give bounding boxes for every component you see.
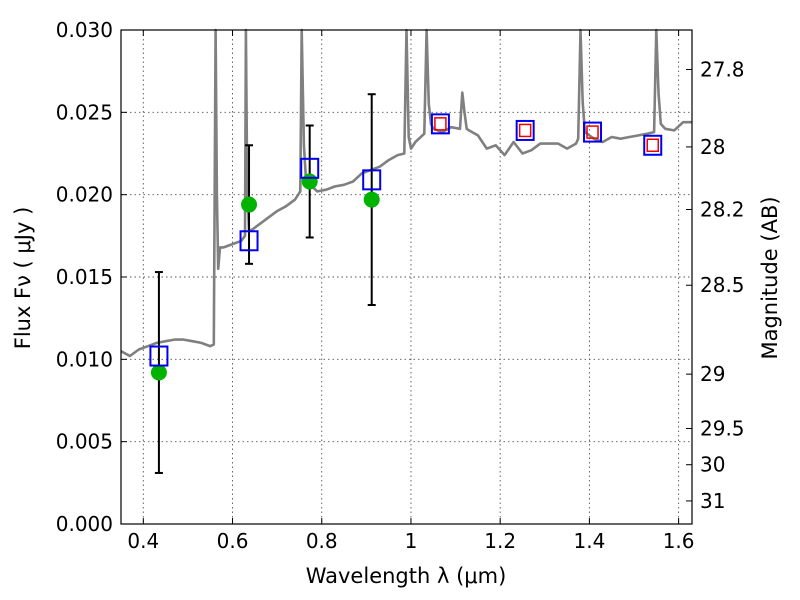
model-box (430, 113, 450, 135)
y-tick-label: 0.010 (56, 347, 113, 371)
photometry-point (301, 173, 318, 190)
x-tick-label: 1.2 (484, 529, 516, 553)
model-box (362, 169, 382, 191)
y-tick-label: 0.030 (56, 18, 113, 42)
model-box (515, 119, 535, 141)
x-tick-label: 0.6 (217, 529, 249, 553)
x-tick-label: 1.4 (573, 529, 605, 553)
x-axis-title: Wavelength λ (μm) (306, 564, 507, 588)
y-tick-label: 0.020 (56, 183, 113, 207)
model-box-inner (646, 138, 659, 153)
y-axis-title: Flux Fν ( μJy ) (11, 207, 35, 350)
grid (121, 29, 692, 525)
model-box (583, 121, 603, 143)
sed-line (120, 28, 692, 358)
photometry-point (363, 191, 380, 208)
y-tick-label: 0.025 (56, 100, 113, 124)
y2-tick-label: 30 (700, 453, 725, 477)
model-box-inner (586, 125, 599, 139)
y2-tick-label: 28.5 (700, 273, 745, 297)
y2-axis-title: Magnitude (AB) (758, 196, 782, 359)
model-box-inner (518, 123, 532, 138)
y-tick-label: 0.005 (56, 430, 113, 454)
y-tick-label: 0.015 (56, 265, 113, 289)
model-box (239, 230, 259, 252)
y2-tick-label: 29 (700, 362, 725, 386)
y2-tick-label: 28.2 (700, 197, 745, 221)
model-box (643, 134, 663, 156)
y2-tick-label: 29.5 (700, 416, 745, 440)
x-tick-label: 1.6 (663, 529, 695, 553)
model-box (149, 345, 169, 367)
x-tick-label: 0.4 (127, 529, 159, 553)
y2-tick-label: 27.8 (700, 58, 745, 82)
y-tick-label: 0.000 (56, 512, 113, 536)
errorbar-layer (154, 93, 376, 474)
x-tick-label: 1 (405, 529, 418, 553)
photometry-point (241, 196, 258, 213)
photometry-point (150, 364, 167, 381)
y2-tick-label: 31 (700, 489, 725, 513)
x-axis-ticks: 0.4 0.6 0.8 1 1.2 1.4 1.6 (127, 30, 695, 553)
model-box-inner (434, 117, 447, 131)
sed-layer (120, 28, 692, 358)
model-box (300, 157, 320, 179)
y-axis-ticks: 0.000 0.005 0.010 0.015 0.020 0.025 0.030 (56, 18, 127, 536)
y2-axis-ticks: 27.8 28 28.2 28.5 29 29.5 30 31 (686, 58, 745, 513)
x-tick-label: 0.8 (306, 529, 338, 553)
y2-tick-label: 28 (700, 135, 725, 159)
model-box-layer (149, 113, 663, 367)
